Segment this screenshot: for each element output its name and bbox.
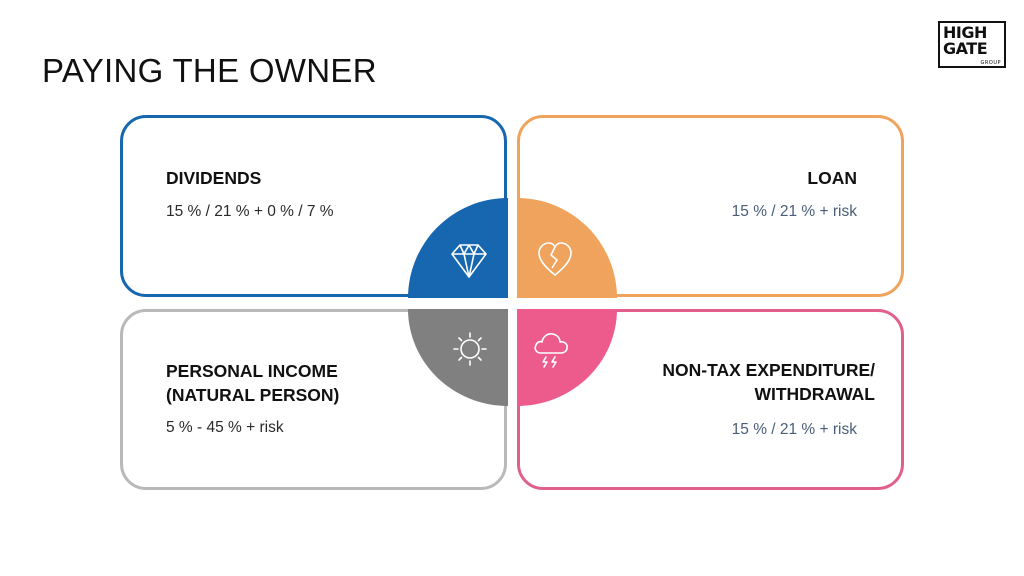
- logo-line-2: GATE: [943, 39, 988, 58]
- broken-heart-icon: [538, 242, 572, 276]
- non-tax-heading-line-2: WITHDRAWAL: [754, 384, 875, 404]
- personal-income-heading-line-1: PERSONAL INCOME: [166, 361, 338, 381]
- diamond-icon: [451, 244, 487, 278]
- non-tax-value: 15 % / 21 % + risk: [731, 421, 857, 438]
- loan-quarter: [517, 198, 617, 298]
- non-tax-quarter: [517, 309, 617, 406]
- company-logo: HIGH GATE GROUP: [938, 21, 1006, 68]
- personal-income-value: 5 % - 45 % + risk: [166, 419, 284, 436]
- dividends-quarter: [408, 198, 508, 298]
- dividends-heading: DIVIDENDS: [166, 168, 262, 188]
- personal-income-heading: PERSONAL INCOME (NATURAL PERSON): [166, 359, 339, 407]
- sun-icon: [453, 332, 487, 366]
- personal-income-quarter: [408, 309, 508, 406]
- loan-heading: LOAN: [807, 168, 857, 188]
- loan-value: 15 % / 21 % + risk: [731, 203, 857, 220]
- dividends-value: 15 % / 21 % + 0 % / 7 %: [166, 203, 334, 220]
- storm-cloud-icon: [534, 333, 568, 368]
- logo-line-3: GROUP: [980, 60, 1001, 66]
- non-tax-heading: NON-TAX EXPENDITURE/ WITHDRAWAL: [662, 358, 875, 406]
- non-tax-heading-line-1: NON-TAX EXPENDITURE/: [662, 360, 875, 380]
- personal-income-card: PERSONAL INCOME (NATURAL PERSON) 5 % - 4…: [120, 309, 507, 490]
- personal-income-heading-line-2: (NATURAL PERSON): [166, 385, 340, 405]
- logo-line-1: HIGH: [943, 23, 987, 42]
- page-title: PAYING THE OWNER: [42, 52, 377, 89]
